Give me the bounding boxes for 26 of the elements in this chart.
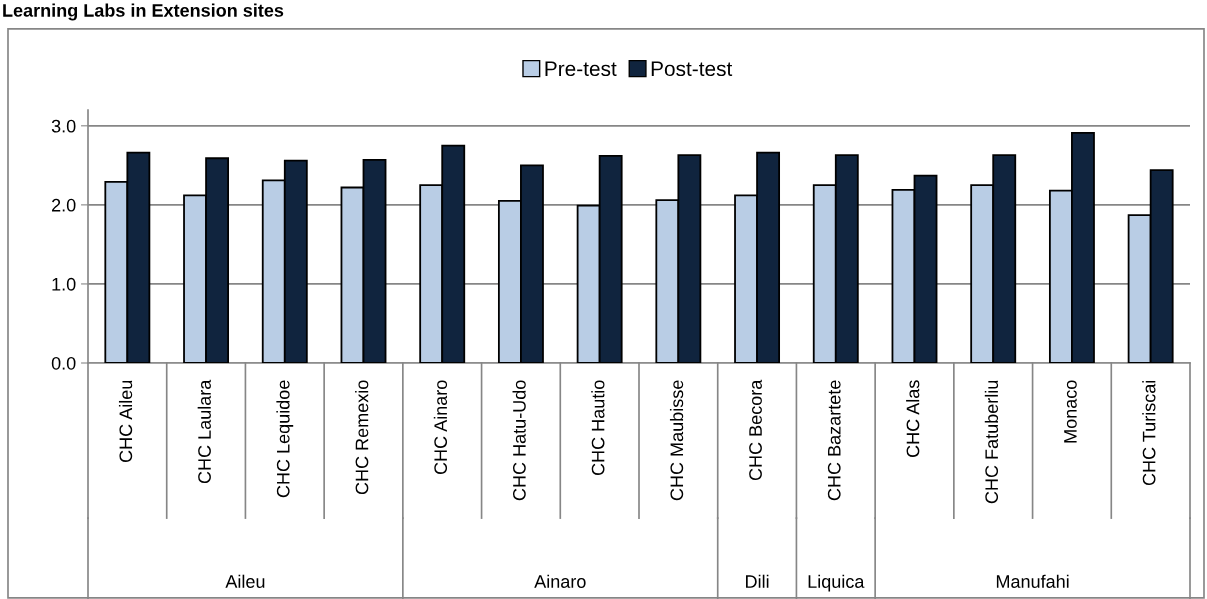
y-tick-label: 2.0 <box>52 198 76 212</box>
text: Dili <box>746 574 769 588</box>
x-tick-label: CHC Lequidoe <box>276 380 294 498</box>
x-tick-label: CHC Turiscai <box>1142 380 1156 486</box>
text: Manufahi <box>996 574 1069 588</box>
x-tick-label: CHC Bazartete <box>827 380 841 501</box>
text: Ainaro <box>534 574 586 588</box>
x-tick-label: CHC Remexio <box>355 380 369 495</box>
x-tick-label: Monaco <box>1064 380 1077 443</box>
legend-label: Pre-test <box>545 61 617 77</box>
y-tick-label: 0.0 <box>51 356 76 370</box>
x-tick-label: CHC Maubisse <box>669 380 684 501</box>
y-tick-label: 1.0 <box>52 277 76 291</box>
x-tick-label: CHC Hautio <box>591 380 605 476</box>
x-tick-label: CHC Fatuberliu <box>984 380 999 504</box>
x-tick-label: CHC Aileu <box>118 380 133 463</box>
y-tick-label: 3.0 <box>51 119 76 133</box>
x-tick-label: CHC Laulara <box>197 379 211 484</box>
text: Liquica <box>808 574 865 592</box>
x-tick-label: CHC Becora <box>749 379 762 481</box>
legend-label: Post-test <box>651 61 733 77</box>
x-tick-label: CHC Ainaro <box>433 380 448 475</box>
text: Aileu <box>225 574 265 588</box>
chart-title: Learning Labs in Extension sites <box>3 3 284 21</box>
x-tick-label: CHC Hatu-Udo <box>512 380 526 501</box>
x-tick-label: CHC Alas <box>906 380 920 458</box>
